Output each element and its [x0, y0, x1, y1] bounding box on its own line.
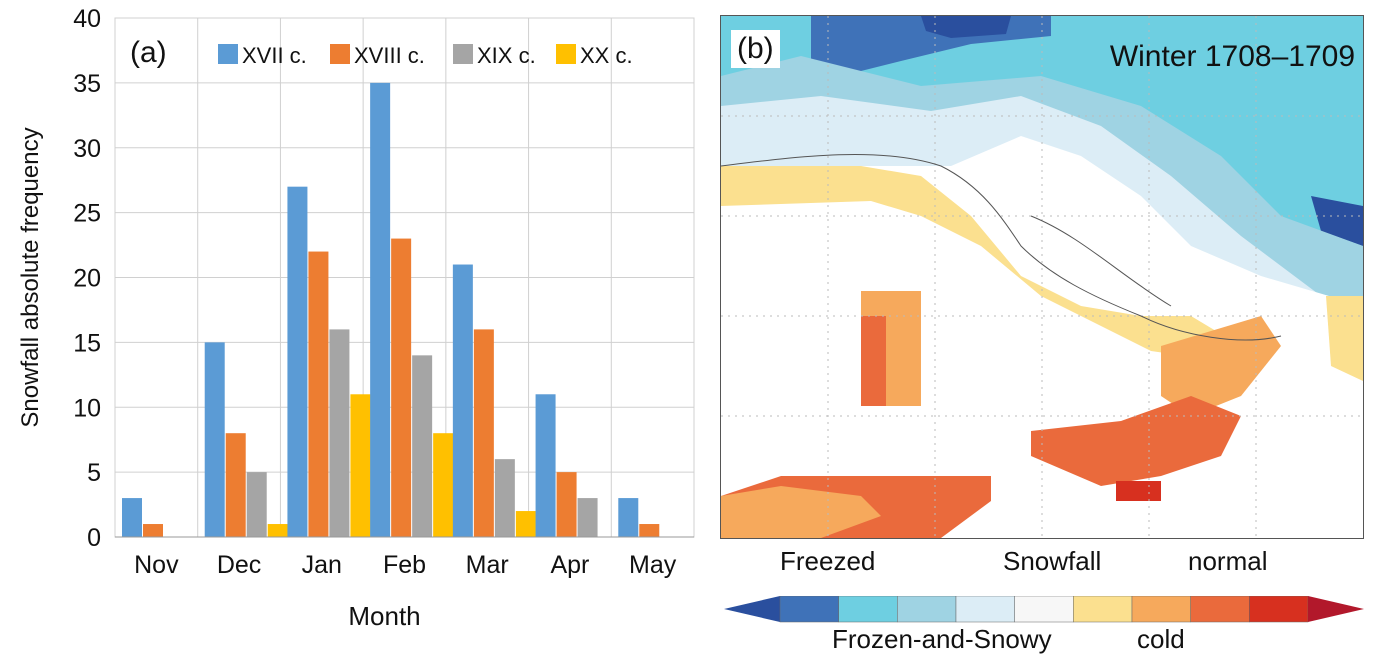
y-tick-label: 0 — [87, 524, 101, 552]
x-axis-label: Month — [348, 601, 420, 631]
x-tick-label: Nov — [134, 551, 179, 579]
panel-a-label: (a) — [130, 36, 167, 69]
map-region-africa-orange — [721, 486, 881, 538]
map-panel-b: (b) Winter 1708–1709 — [720, 15, 1364, 539]
bar — [370, 82, 391, 537]
y-tick-label: 20 — [73, 265, 101, 293]
y-tick-label: 25 — [73, 200, 101, 228]
panel-b-label: (b) — [731, 30, 780, 68]
y-tick-label: 15 — [73, 329, 101, 357]
bar — [433, 433, 454, 537]
x-tick-label: Mar — [466, 551, 509, 579]
colorbar-segment — [838, 596, 898, 623]
bar — [639, 524, 660, 537]
label-frozen-and-snowy: Frozen-and-Snowy — [832, 624, 1052, 654]
colorbar-segment — [724, 596, 780, 622]
colorbar-segment — [1131, 596, 1191, 623]
map-region-island-red — [861, 316, 886, 406]
label-cold: cold — [1137, 624, 1185, 654]
y-tick-label: 35 — [73, 70, 101, 98]
bar-chart-a: 0 5 10 15 20 25 30 35 40 Nov Dec Jan Feb Mar Apr May Mon… — [17, 5, 695, 631]
bar — [452, 264, 473, 537]
map-region-south-orange — [1161, 316, 1281, 416]
bar — [143, 524, 163, 537]
bar — [204, 342, 225, 537]
legend-label: XIX c. — [477, 43, 536, 68]
legend-label: XVIII c. — [354, 43, 425, 68]
legend-swatch — [330, 44, 350, 64]
bar — [122, 498, 142, 537]
legend-swatch — [556, 44, 576, 64]
bar — [412, 355, 433, 537]
bar — [577, 498, 598, 537]
bar — [618, 498, 639, 537]
y-tick-label: 30 — [73, 135, 101, 163]
map-region-south-red — [1031, 396, 1241, 486]
bar — [246, 472, 267, 537]
x-tick-label: Dec — [217, 551, 261, 579]
colorbar-segment — [779, 596, 839, 623]
colorbar-segment — [897, 596, 957, 623]
map-title: Winter 1708–1709 — [1109, 40, 1355, 73]
x-tick-label: May — [629, 551, 677, 579]
colorbar-segment — [1014, 596, 1074, 623]
legend-label: XX c. — [580, 43, 633, 68]
colorbar-segment — [955, 596, 1015, 623]
x-tick-label: Jan — [302, 551, 342, 579]
bar — [556, 472, 577, 537]
label-snowfall: Snowfall — [1003, 546, 1102, 576]
bar — [473, 329, 494, 537]
colorbar-segment — [1249, 596, 1309, 623]
bar — [391, 238, 412, 537]
legend-label: XVII c. — [242, 43, 307, 68]
bar — [535, 394, 556, 537]
x-tick-label: Feb — [383, 551, 426, 579]
y-tick-label: 10 — [73, 394, 101, 422]
bar — [225, 433, 246, 537]
bar — [494, 459, 515, 537]
legend-swatch — [218, 44, 238, 64]
snowfall-map — [721, 16, 1363, 538]
map-region-light-orange-east — [1326, 296, 1363, 381]
legend-swatch — [453, 44, 473, 64]
bar — [267, 524, 288, 537]
colorbar-segment — [1190, 596, 1250, 623]
map-region-darkest-blue-east — [1311, 196, 1363, 246]
map-region-south-dark-red — [1116, 481, 1161, 501]
bar — [287, 186, 308, 538]
y-axis-label: Snowfall absolute frequency — [17, 127, 44, 427]
label-freezed: Freezed — [780, 546, 876, 576]
label-normal: normal — [1188, 546, 1268, 576]
bar — [350, 394, 371, 537]
y-tick-label: 5 — [87, 459, 101, 487]
bar — [329, 329, 350, 537]
y-tick-label: 40 — [73, 5, 101, 33]
colorbar-segment — [1308, 596, 1364, 622]
x-tick-label: Apr — [550, 551, 589, 579]
map-coastline — [721, 153, 1282, 341]
colorbar-segment — [1073, 596, 1133, 623]
map-region-light-orange-north — [721, 166, 1241, 361]
colorbar — [724, 596, 1364, 623]
bar — [515, 511, 536, 537]
bar — [308, 251, 329, 538]
map-region-darkest-blue — [921, 16, 1011, 38]
map-grid — [721, 16, 1363, 538]
